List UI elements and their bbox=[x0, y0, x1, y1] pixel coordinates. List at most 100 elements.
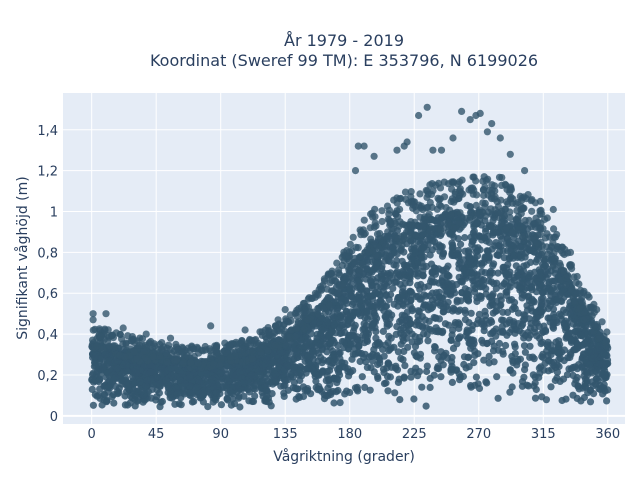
scatter-point bbox=[277, 357, 285, 365]
scatter-point bbox=[435, 179, 443, 187]
scatter-point bbox=[283, 361, 291, 369]
scatter-point bbox=[374, 274, 382, 282]
scatter-point bbox=[199, 389, 207, 398]
scatter-point bbox=[580, 316, 588, 324]
scatter-point bbox=[153, 373, 161, 381]
scatter-point bbox=[114, 390, 122, 398]
scatter-point bbox=[270, 375, 278, 383]
scatter-point bbox=[488, 301, 497, 309]
scatter-point bbox=[289, 355, 297, 363]
scatter-point bbox=[447, 336, 455, 344]
scatter-point bbox=[355, 349, 363, 357]
scatter-point bbox=[567, 336, 576, 344]
scatter-point bbox=[419, 206, 427, 214]
scatter-point bbox=[393, 250, 401, 258]
scatter-point bbox=[515, 226, 523, 234]
scatter-point bbox=[493, 373, 501, 381]
scatter-point bbox=[486, 293, 494, 301]
scatter-point bbox=[480, 173, 488, 181]
scatter-point bbox=[503, 291, 511, 299]
scatter-point bbox=[156, 403, 164, 411]
scatter-point bbox=[329, 347, 337, 355]
scatter-point bbox=[414, 281, 422, 289]
scatter-point bbox=[600, 332, 608, 340]
scatter-point bbox=[520, 342, 529, 350]
scatter-point bbox=[535, 373, 543, 381]
scatter-point bbox=[363, 307, 371, 315]
scatter-point bbox=[171, 400, 179, 408]
scatter-point bbox=[366, 224, 374, 232]
scatter-point bbox=[506, 283, 514, 291]
scatter-point bbox=[334, 376, 342, 384]
scatter-point bbox=[566, 261, 574, 269]
scatter-point bbox=[539, 260, 547, 268]
scatter-point bbox=[485, 352, 493, 360]
scatter-point bbox=[459, 190, 467, 198]
scatter-point bbox=[433, 205, 441, 213]
scatter-point bbox=[345, 248, 354, 256]
scatter-point bbox=[130, 379, 139, 388]
scatter-point bbox=[532, 288, 541, 296]
scatter-point bbox=[487, 278, 496, 286]
scatter-point bbox=[546, 318, 554, 326]
scatter-point bbox=[347, 291, 355, 300]
scatter-point bbox=[503, 331, 511, 339]
scatter-point bbox=[346, 274, 354, 282]
scatter-point bbox=[512, 326, 521, 334]
scatter-point bbox=[146, 368, 154, 376]
scatter-point bbox=[319, 368, 327, 376]
scatter-point bbox=[521, 167, 529, 175]
scatter-point bbox=[499, 267, 507, 275]
scatter-point bbox=[494, 394, 502, 402]
scatter-point bbox=[538, 288, 546, 296]
scatter-point bbox=[295, 305, 303, 313]
scatter-point bbox=[552, 299, 560, 307]
scatter-point bbox=[551, 233, 560, 241]
scatter-point bbox=[520, 262, 528, 270]
scatter-point bbox=[551, 255, 559, 263]
scatter-point bbox=[322, 377, 330, 385]
scatter-point bbox=[557, 276, 566, 284]
scatter-point bbox=[89, 336, 97, 344]
scatter-point bbox=[333, 259, 341, 267]
scatter-point bbox=[320, 275, 328, 283]
scatter-point bbox=[415, 322, 423, 330]
scatter-point bbox=[551, 277, 559, 285]
scatter-point bbox=[412, 364, 420, 372]
scatter-point bbox=[244, 339, 252, 348]
scatter-point bbox=[393, 146, 401, 154]
scatter-point bbox=[369, 320, 378, 328]
scatter-point bbox=[398, 257, 406, 265]
scatter-point bbox=[424, 337, 432, 345]
scatter-point bbox=[89, 326, 97, 334]
scatter-point bbox=[380, 380, 389, 388]
scatter-point bbox=[518, 377, 527, 386]
scatter-point bbox=[384, 360, 392, 368]
scatter-point bbox=[570, 345, 578, 353]
scatter-point bbox=[403, 138, 411, 146]
scatter-point bbox=[297, 353, 305, 361]
scatter-point bbox=[108, 393, 116, 401]
scatter-point bbox=[530, 355, 538, 363]
scatter-point bbox=[541, 234, 550, 242]
scatter-point bbox=[520, 267, 528, 275]
scatter-point bbox=[585, 303, 593, 312]
scatter-point bbox=[166, 334, 175, 342]
scatter-point bbox=[570, 273, 578, 281]
scatter-point bbox=[536, 268, 545, 276]
scatter-point bbox=[510, 340, 519, 348]
scatter-point bbox=[335, 364, 343, 373]
scatter-point bbox=[504, 247, 512, 255]
scatter-point bbox=[394, 234, 402, 242]
scatter-point bbox=[257, 348, 265, 356]
scatter-point bbox=[492, 228, 500, 237]
scatter-point bbox=[359, 331, 367, 339]
scatter-point bbox=[303, 338, 311, 346]
scatter-point bbox=[290, 379, 298, 387]
scatter-point bbox=[426, 374, 434, 382]
scatter-point bbox=[99, 364, 107, 372]
scatter-point bbox=[509, 369, 517, 377]
scatter-point bbox=[603, 371, 611, 379]
scatter-point bbox=[456, 185, 464, 193]
x-tick-label: 315 bbox=[531, 427, 556, 442]
